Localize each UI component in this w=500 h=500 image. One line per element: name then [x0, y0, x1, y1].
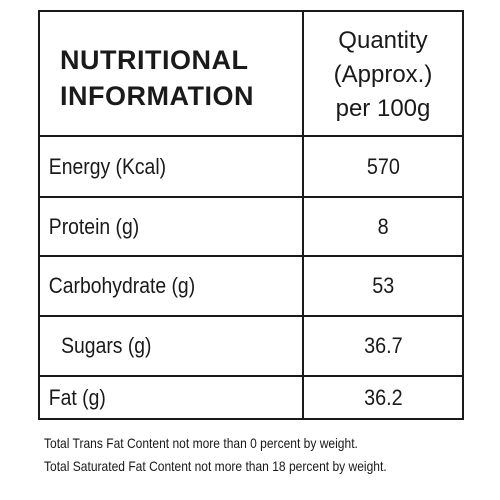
table-row: Fat (g) 36.2: [40, 377, 462, 418]
footnote-saturated-fat: Total Saturated Fat Content not more tha…: [44, 458, 387, 474]
nutrient-label: Protein (g): [48, 213, 140, 239]
row-value-cell: 8: [304, 198, 462, 255]
nutrient-label: Energy (Kcal): [48, 153, 167, 179]
nutrient-label: Carbohydrate (g): [48, 273, 196, 298]
nutrition-table: NUTRITIONAL INFORMATION Quantity (Approx…: [38, 10, 464, 420]
table-title: NUTRITIONAL INFORMATION: [60, 44, 254, 111]
table-header-row: NUTRITIONAL INFORMATION Quantity (Approx…: [40, 12, 462, 137]
quantity-column-header: Quantity (Approx.) per 100g: [333, 26, 433, 122]
table-row: Carbohydrate (g) 53: [40, 257, 462, 317]
nutrient-value: 53: [371, 273, 395, 298]
footnotes: Total Trans Fat Content not more than 0 …: [44, 432, 422, 478]
header-quantity-cell: Quantity (Approx.) per 100g: [304, 12, 462, 135]
nutrient-value: 8: [377, 213, 389, 239]
row-value-cell: 570: [304, 137, 462, 196]
row-value-cell: 36.2: [304, 377, 462, 418]
row-label-cell: Energy (Kcal): [40, 137, 302, 196]
column-divider: [302, 12, 304, 418]
nutrient-value: 570: [366, 153, 400, 179]
table-row: Protein (g) 8: [40, 198, 462, 257]
header-title-cell: NUTRITIONAL INFORMATION: [40, 12, 302, 135]
row-label-cell: Protein (g): [40, 198, 302, 255]
table-row: Energy (Kcal) 570: [40, 137, 462, 198]
nutrient-label: Sugars (g): [61, 333, 152, 358]
nutrient-value: 36.2: [363, 384, 403, 410]
row-value-cell: 36.7: [304, 317, 462, 375]
nutrient-value: 36.7: [363, 333, 403, 358]
row-label-cell: Carbohydrate (g): [40, 257, 302, 315]
row-label-cell: Fat (g): [40, 377, 302, 418]
nutrient-label: Fat (g): [48, 384, 106, 410]
table-row: Sugars (g) 36.7: [40, 317, 462, 377]
footnote-trans-fat: Total Trans Fat Content not more than 0 …: [44, 435, 358, 451]
row-label-cell: Sugars (g): [40, 317, 302, 375]
row-value-cell: 53: [304, 257, 462, 315]
